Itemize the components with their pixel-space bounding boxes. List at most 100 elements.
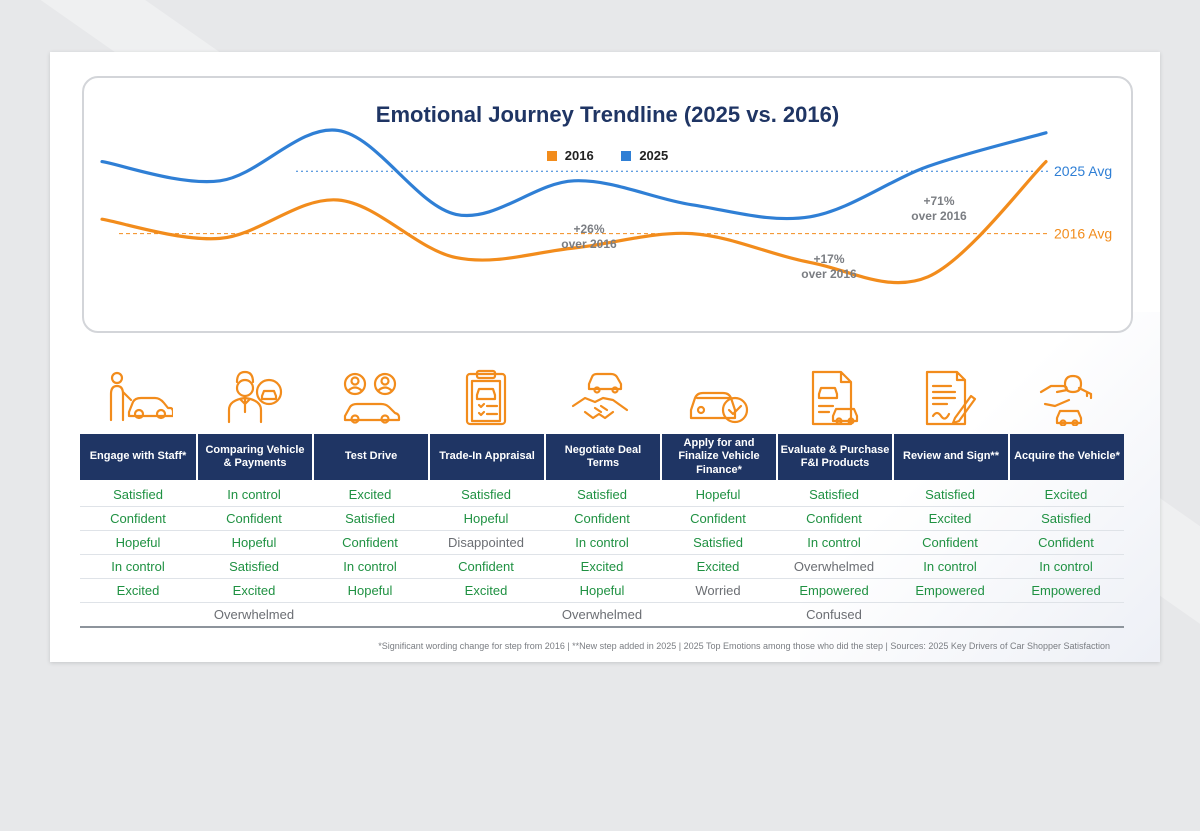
step-header-4: Trade-In Appraisal: [428, 434, 544, 480]
table-row: Confident Confident Satisfied Hopeful Confid…: [80, 507, 1124, 531]
chart-panel: Emotional Journey Trendline (2025 vs. 20…: [82, 76, 1133, 333]
step-header-9: Acquire the Vehicle*: [1008, 434, 1124, 480]
annotation-3-value: +71%: [923, 194, 954, 208]
legend-label-2025: 2025: [639, 148, 669, 163]
table-row: Excited Excited Hopeful Excited Hopeful Worri…: [80, 579, 1124, 603]
annotation-1-label: over 2016: [561, 237, 617, 251]
annotation-1-value: +26%: [573, 222, 604, 236]
emotion-cell: Confident: [312, 531, 428, 555]
slide: Emotional Journey Trendline (2025 vs. 20…: [50, 52, 1160, 662]
step-header-2: Comparing Vehicle & Payments: [196, 434, 312, 480]
emotion-cell: Excited: [1008, 480, 1124, 507]
emotion-cell: Confident: [892, 531, 1008, 555]
emotion-cell: Hopeful: [196, 531, 312, 555]
emotion-cell: Empowered: [776, 579, 892, 603]
emotion-cell: Satisfied: [80, 480, 196, 507]
step-header-row: Engage with Staff* Comparing Vehicle & Pa…: [80, 434, 1124, 480]
annotation-2-label: over 2016: [801, 267, 857, 281]
emotion-cell: Empowered: [1008, 579, 1124, 603]
emotion-cell: In control: [892, 555, 1008, 579]
emotion-cell: Satisfied: [892, 480, 1008, 507]
emotion-cell: Confident: [660, 507, 776, 531]
emotion-cell: In control: [196, 480, 312, 507]
emotion-cell: Hopeful: [312, 579, 428, 603]
emotion-cell: Hopeful: [660, 480, 776, 507]
emotion-cell: Hopeful: [80, 531, 196, 555]
emotion-cell: [1008, 603, 1124, 628]
step-header-3: Test Drive: [312, 434, 428, 480]
person-with-car-icon: [80, 368, 196, 426]
avg-label-2025: 2025 Avg: [1054, 163, 1112, 179]
emotion-cell: Excited: [196, 579, 312, 603]
emotion-cell: Disappointed: [428, 531, 544, 555]
slide-background-shade: [800, 312, 1160, 662]
clipboard-car-checklist-icon: [428, 368, 544, 426]
emotion-cell: Hopeful: [428, 507, 544, 531]
emotion-cell: Satisfied: [776, 480, 892, 507]
emotion-cell: In control: [1008, 555, 1124, 579]
legend-item-2016: 2016: [546, 148, 594, 163]
legend-item-2025: 2025: [621, 148, 668, 163]
emotion-table: Engage with Staff* Comparing Vehicle & Pa…: [80, 434, 1124, 628]
legend-label-2016: 2016: [564, 148, 594, 163]
step-header-6: Apply for and Finalize Vehicle Finance*: [660, 434, 776, 480]
emotion-cell: [80, 603, 196, 628]
step-header-8: Review and Sign**: [892, 434, 1008, 480]
emotion-cell: In control: [312, 555, 428, 579]
emotion-cell: Excited: [428, 579, 544, 603]
emotion-cell: Satisfied: [196, 555, 312, 579]
legend-swatch-2025: [621, 151, 632, 161]
emotion-cell: Excited: [312, 480, 428, 507]
emotion-cell: Satisfied: [660, 531, 776, 555]
emotion-cell: Worried: [660, 579, 776, 603]
emotion-cell: Confident: [80, 507, 196, 531]
legend-swatch-2016: [546, 151, 557, 161]
emotion-cell: In control: [80, 555, 196, 579]
emotion-cell: Confident: [196, 507, 312, 531]
emotion-cell: [660, 603, 776, 628]
emotion-cell: Satisfied: [312, 507, 428, 531]
table-row: In control Satisfied In control Confident Ex…: [80, 555, 1124, 579]
chart-legend: 2016 2025: [84, 148, 1131, 163]
series-line-2025: [100, 128, 1048, 221]
table-row: Satisfied In control Excited Satisfied Satis…: [80, 480, 1124, 507]
chart-title: Emotional Journey Trendline (2025 vs. 20…: [375, 102, 840, 127]
emotion-cell: Excited: [544, 555, 660, 579]
step-icon-row: [80, 368, 1124, 427]
emotion-cell: Confident: [544, 507, 660, 531]
emotion-cell: Excited: [80, 579, 196, 603]
step-header-1: Engage with Staff*: [80, 434, 196, 480]
avg-label-2016: 2016 Avg: [1054, 226, 1112, 242]
emotion-cell: In control: [544, 531, 660, 555]
emotion-cell: Overwhelmed: [196, 603, 312, 628]
emotion-cell: [892, 603, 1008, 628]
emotion-cell: Hopeful: [544, 579, 660, 603]
businessman-car-icon: [196, 368, 312, 426]
two-people-car-icon: [312, 368, 428, 426]
emotion-cell: Satisfied: [428, 480, 544, 507]
car-checkmark-icon: [660, 368, 776, 426]
emotion-cell: Confident: [776, 507, 892, 531]
emotion-cell: Overwhelmed: [776, 555, 892, 579]
hand-key-car-icon: [1008, 368, 1124, 427]
emotion-cell: [312, 603, 428, 628]
emotion-cell: Empowered: [892, 579, 1008, 603]
emotion-cell: [428, 603, 544, 628]
series-line-2016: [100, 160, 1048, 285]
document-car-icon: [776, 368, 892, 426]
emotion-cell: Satisfied: [1008, 507, 1124, 531]
emotion-table-body: Satisfied In control Excited Satisfied Satis…: [80, 480, 1124, 628]
emotion-cell: Overwhelmed: [544, 603, 660, 628]
emotion-cell: Satisfied: [544, 480, 660, 507]
footnote: *Significant wording change for step fro…: [378, 641, 1110, 651]
emotion-cell: In control: [776, 531, 892, 555]
step-header-7: Evaluate & Purchase F&I Products: [776, 434, 892, 480]
document-pen-icon: [892, 368, 1008, 426]
annotation-3-label: over 2016: [911, 209, 967, 223]
emotion-cell: Excited: [660, 555, 776, 579]
emotion-cell: Confident: [1008, 531, 1124, 555]
table-row: Hopeful Hopeful Confident Disappointed In co…: [80, 531, 1124, 555]
emotion-cell: Confident: [428, 555, 544, 579]
annotation-2-value: +17%: [813, 252, 844, 266]
